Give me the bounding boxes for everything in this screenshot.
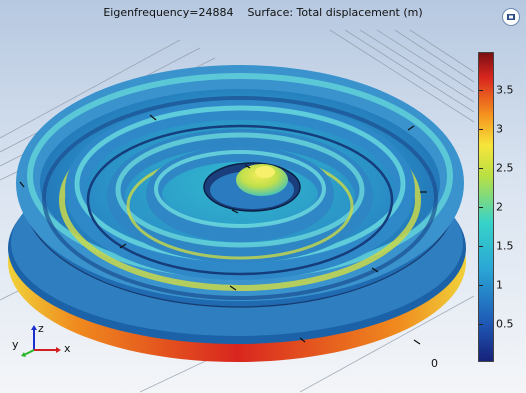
legend-tick-mark	[479, 246, 483, 247]
legend-tick-mark	[479, 90, 483, 91]
legend-tick-mark	[479, 129, 483, 130]
legend-tick-mark	[479, 285, 483, 286]
axis-triad: z y x	[12, 322, 82, 362]
legend-tick-label: 1.5	[496, 239, 514, 253]
zoom-extents-button[interactable]	[502, 8, 520, 26]
legend-tick-label: 0.5	[496, 317, 514, 331]
zoom-extents-icon	[507, 14, 515, 20]
triad-y-label: y	[12, 338, 19, 351]
eigenfrequency-label: Eigenfrequency=24884	[103, 6, 234, 19]
legend-tick-label: 2	[496, 200, 503, 214]
color-legend-bar	[478, 52, 494, 362]
legend-tick-mark	[479, 168, 483, 169]
triad-z-label: z	[38, 322, 44, 335]
legend-tick-mark	[479, 324, 483, 325]
triad-x-label: x	[64, 342, 71, 355]
legend-tick-mark	[479, 207, 483, 208]
axis-zero-label: 0	[431, 357, 438, 370]
surface-label: Surface: Total displacement (m)	[247, 6, 423, 19]
legend-tick-label: 2.5	[496, 161, 514, 175]
legend-tick-label: 1	[496, 278, 503, 292]
plot-title: Eigenfrequency=24884 Surface: Total displ…	[0, 6, 526, 19]
legend-tick-label: 3.5	[496, 83, 514, 97]
axis-triad-icon	[21, 325, 61, 357]
legend-tick-label: 3	[496, 122, 503, 136]
